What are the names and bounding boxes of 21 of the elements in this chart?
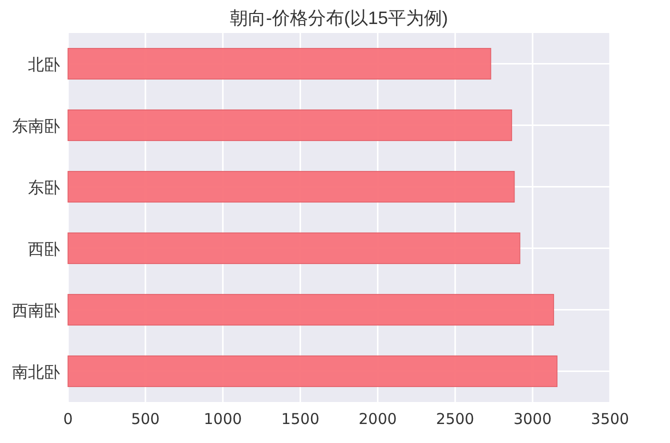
bar xyxy=(68,170,515,203)
x-tick-label: 3500 xyxy=(590,410,630,428)
chart-title: 朝向-价格分布(以15平为例) xyxy=(230,8,448,28)
x-tick-label: 0 xyxy=(63,410,73,428)
x-tick-label: 2500 xyxy=(436,410,474,428)
bar xyxy=(68,355,558,388)
x-tick-label: 3000 xyxy=(513,410,552,428)
bar xyxy=(68,232,520,264)
y-tick-label: 西卧 xyxy=(28,241,60,258)
x-tick-label: 1500 xyxy=(281,410,320,428)
x-tick-label: 2000 xyxy=(358,410,397,428)
y-tick-label: 西南卧 xyxy=(12,302,60,320)
x-tick-label: 1000 xyxy=(204,410,242,428)
y-tick-label: 东南卧 xyxy=(12,117,60,136)
y-tick-label: 东卧 xyxy=(28,178,60,197)
bar xyxy=(68,294,554,326)
y-tick-label: 南北卧 xyxy=(12,363,60,382)
bar xyxy=(68,109,512,142)
y-tick-label: 北卧 xyxy=(28,56,60,74)
bar xyxy=(68,48,492,80)
x-tick-label: 500 xyxy=(131,410,160,428)
